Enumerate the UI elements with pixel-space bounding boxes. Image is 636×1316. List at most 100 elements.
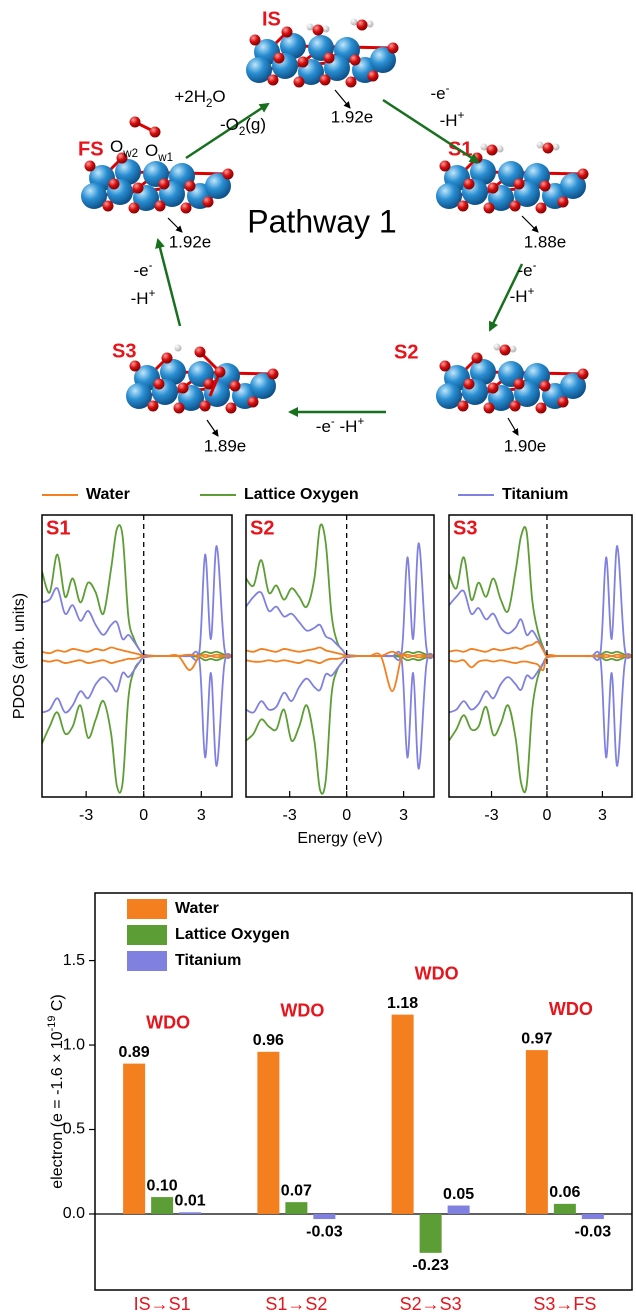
y-tick-label: 1.5 <box>63 952 85 969</box>
oxygen-atom <box>149 126 161 138</box>
oxygen-atom <box>513 378 525 390</box>
oxygen-atom <box>535 402 547 414</box>
y-tick-label: 0.5 <box>63 1121 85 1138</box>
titanium-atom <box>370 47 396 73</box>
state-label: S3 <box>112 340 136 362</box>
charge-label: 1.89e <box>204 436 247 455</box>
oxygen-atom <box>184 180 196 192</box>
text-part: +2H <box>174 87 206 106</box>
pdos-curve <box>449 650 632 767</box>
oxygen-atom <box>203 378 215 390</box>
charge-arrow <box>334 89 351 109</box>
hydrogen-atom <box>480 143 488 151</box>
text-part: -H <box>335 417 358 436</box>
text-part: -19 <box>46 1016 58 1032</box>
pdos-curve <box>42 654 232 794</box>
y-tick-label: 1.0 <box>63 1036 85 1053</box>
oxygen-atom <box>229 380 241 392</box>
oxygen-atom <box>247 396 259 408</box>
oxygen-atom <box>577 168 589 180</box>
titanium-atom <box>126 383 152 409</box>
pdos-curve <box>449 654 632 794</box>
titanium-atom <box>205 173 231 199</box>
oxygen-label: Ow2 <box>110 137 138 160</box>
oxygen-atom <box>116 152 128 164</box>
oxygen-atom <box>267 74 279 86</box>
oxygen-atom <box>147 400 159 412</box>
oxygen-atom <box>161 352 173 364</box>
bar <box>257 1051 280 1214</box>
slab <box>436 152 589 214</box>
pdos-curve <box>449 654 632 672</box>
bar <box>525 1050 548 1214</box>
step-arrow <box>382 98 480 164</box>
text-part: + <box>149 288 156 300</box>
text-part: 2 <box>206 98 212 110</box>
x-tick-label: 0 <box>543 807 552 824</box>
legend-swatch <box>127 951 167 971</box>
pdos-curve <box>42 545 232 662</box>
pdos-curve <box>449 640 632 658</box>
titanium-atom <box>160 359 186 385</box>
legend-label: Water <box>175 900 219 917</box>
value-label: 0.96 <box>253 1032 284 1049</box>
titanium-atom <box>470 359 496 385</box>
oxygen-atom <box>483 402 495 414</box>
oxygen-atom <box>153 378 165 390</box>
step-label: -e- -H+ <box>316 416 365 436</box>
oxygen-atom <box>312 24 324 36</box>
bar <box>123 1063 146 1214</box>
titanium-atom <box>470 159 496 185</box>
titanium-atom <box>560 373 586 399</box>
oxygen-atom <box>267 368 279 380</box>
panel-frame <box>448 514 633 798</box>
x-axis-label: Energy (eV) <box>297 830 382 847</box>
value-label: -0.03 <box>306 1223 343 1240</box>
oxygen-atom <box>225 402 237 414</box>
text-part: -e <box>316 417 331 436</box>
step-arrow <box>155 238 182 327</box>
oxygen-atom <box>281 26 293 38</box>
step-arrow <box>185 102 270 160</box>
oxygen-atom <box>180 202 192 214</box>
step-label: -H+ <box>510 286 535 306</box>
bar <box>553 1203 576 1214</box>
step-label: -O2(g) <box>220 115 266 138</box>
oxygen-atom <box>463 378 475 390</box>
text-part: w2 <box>122 148 138 160</box>
hydrogen-atom <box>366 20 374 28</box>
x-tick-label: IS→S1 <box>134 1294 191 1314</box>
text-part: + <box>528 286 535 298</box>
slab <box>81 152 234 214</box>
text-part: -H <box>510 287 528 306</box>
bar <box>313 1213 336 1220</box>
hydrogen-atom <box>509 345 517 353</box>
text-part: O <box>110 137 123 156</box>
titanium-atom <box>81 183 107 209</box>
pdos-curve <box>246 650 434 770</box>
oxygen-atom <box>539 180 551 192</box>
pdos-curve <box>246 646 434 658</box>
annotation: WDO <box>549 999 593 1019</box>
charge-label: 1.88e <box>524 232 567 251</box>
text-part: O <box>145 141 158 160</box>
value-label: 0.06 <box>549 1184 580 1201</box>
step-label: +2H2O <box>174 87 225 110</box>
oxygen-atom <box>509 200 521 212</box>
text-part: -e <box>518 261 533 280</box>
state-label: S2 <box>394 341 418 363</box>
pdos-curve <box>42 654 232 672</box>
oxygen-atom <box>154 200 166 212</box>
oxygen-atom <box>535 202 547 214</box>
oxygen-atom <box>319 74 331 86</box>
legend-swatch <box>127 925 167 945</box>
pdos-curve <box>42 524 232 658</box>
pdos-curve <box>449 545 632 662</box>
legend-label: Lattice Oxygen <box>175 926 290 943</box>
plot-frame <box>94 892 633 1291</box>
annotation: WDO <box>415 963 459 983</box>
oxygen-atom <box>509 400 521 412</box>
bar <box>179 1212 202 1214</box>
bar <box>581 1213 604 1220</box>
titanium-atom <box>436 183 462 209</box>
